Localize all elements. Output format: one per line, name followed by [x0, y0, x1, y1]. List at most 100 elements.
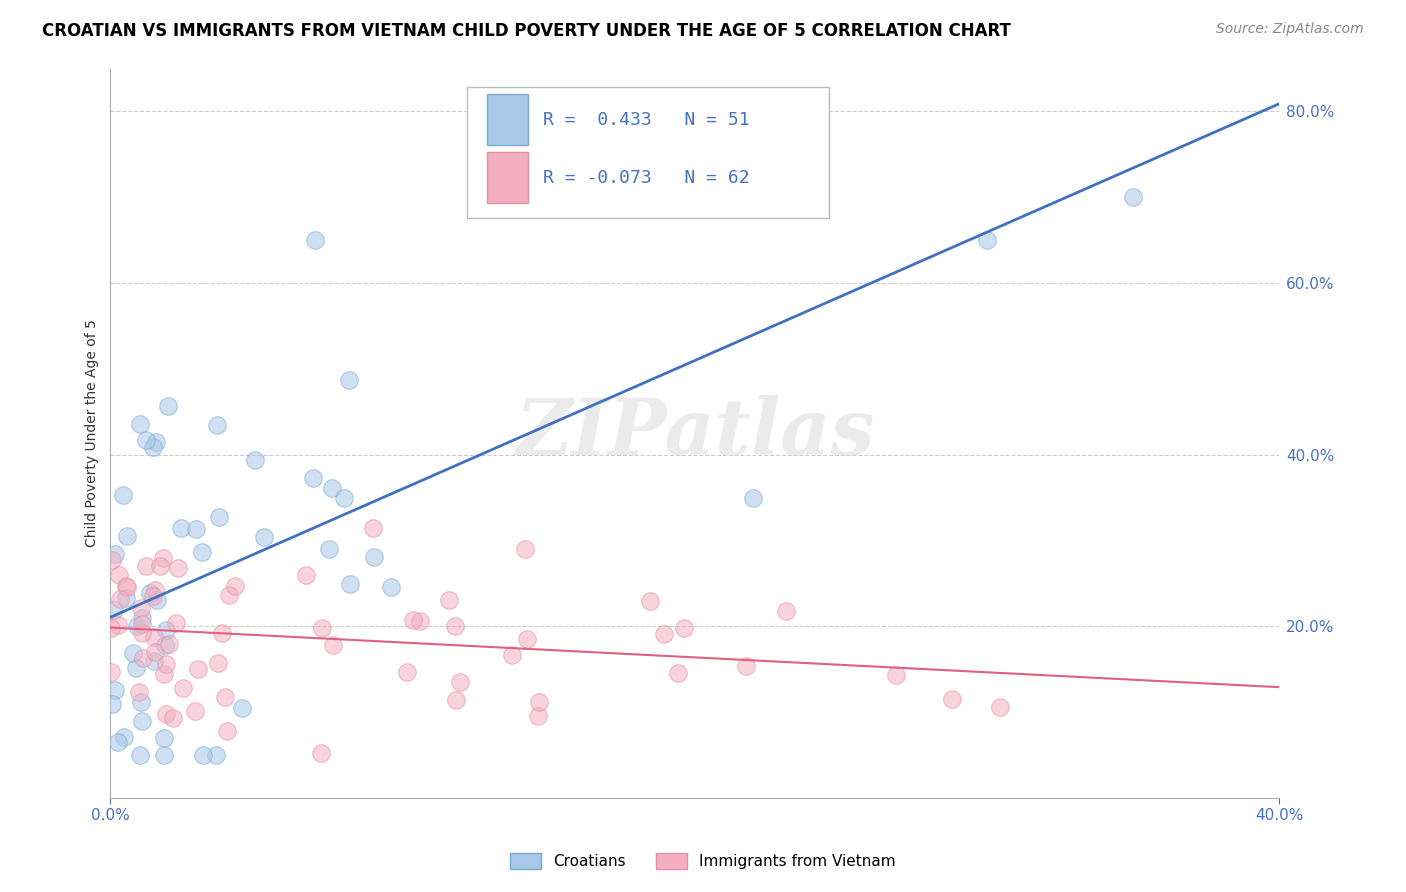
- Point: [231, 701, 253, 715]
- Point: [183, 704, 205, 718]
- Point: [218, 588, 240, 602]
- Point: [735, 659, 758, 673]
- Point: [402, 613, 425, 627]
- Point: [142, 440, 165, 454]
- Point: [131, 651, 153, 665]
- Point: [128, 417, 150, 432]
- Point: [527, 709, 550, 723]
- Point: [129, 695, 152, 709]
- Point: [152, 550, 174, 565]
- Point: [128, 684, 150, 698]
- Point: [157, 637, 180, 651]
- Point: [339, 577, 361, 591]
- Point: [640, 593, 662, 607]
- Point: [155, 623, 177, 637]
- Point: [100, 620, 122, 634]
- Point: [395, 665, 418, 679]
- Point: [153, 638, 176, 652]
- Point: [976, 233, 998, 247]
- Point: [304, 233, 326, 247]
- Point: [172, 681, 194, 696]
- Point: [333, 491, 356, 505]
- Point: [101, 553, 124, 567]
- Point: [775, 604, 797, 618]
- Point: [104, 683, 127, 698]
- Point: [155, 657, 177, 672]
- Point: [114, 579, 136, 593]
- Point: [309, 746, 332, 760]
- Text: Source: ZipAtlas.com: Source: ZipAtlas.com: [1216, 22, 1364, 37]
- Point: [302, 471, 325, 485]
- Point: [501, 648, 523, 662]
- Point: [652, 627, 675, 641]
- Point: [125, 661, 148, 675]
- Point: [165, 615, 187, 630]
- FancyBboxPatch shape: [486, 94, 527, 145]
- Legend: Croatians, Immigrants from Vietnam: Croatians, Immigrants from Vietnam: [505, 847, 901, 875]
- Point: [135, 559, 157, 574]
- Y-axis label: Child Poverty Under the Age of 5: Child Poverty Under the Age of 5: [86, 319, 100, 547]
- Point: [145, 434, 167, 449]
- Point: [311, 621, 333, 635]
- Point: [111, 488, 134, 502]
- Point: [318, 541, 340, 556]
- Point: [988, 699, 1011, 714]
- Point: [742, 491, 765, 505]
- Point: [156, 400, 179, 414]
- Point: [886, 668, 908, 682]
- Point: [444, 693, 467, 707]
- Point: [217, 723, 239, 738]
- Point: [1122, 190, 1144, 204]
- Text: R = -0.073   N = 62: R = -0.073 N = 62: [543, 169, 749, 187]
- Point: [527, 695, 550, 709]
- Point: [107, 618, 129, 632]
- Point: [187, 662, 209, 676]
- Point: [108, 591, 131, 606]
- Point: [103, 603, 125, 617]
- Point: [152, 748, 174, 763]
- Point: [204, 748, 226, 763]
- Point: [108, 568, 131, 582]
- Point: [321, 481, 343, 495]
- Point: [253, 530, 276, 544]
- Point: [134, 433, 156, 447]
- Text: CROATIAN VS IMMIGRANTS FROM VIETNAM CHILD POVERTY UNDER THE AGE OF 5 CORRELATION: CROATIAN VS IMMIGRANTS FROM VIETNAM CHIL…: [42, 22, 1011, 40]
- FancyBboxPatch shape: [467, 87, 830, 218]
- Point: [208, 510, 231, 524]
- Point: [115, 580, 138, 594]
- Point: [184, 522, 207, 536]
- Point: [142, 589, 165, 603]
- Point: [107, 735, 129, 749]
- Point: [146, 592, 169, 607]
- Point: [162, 710, 184, 724]
- Point: [191, 545, 214, 559]
- Point: [666, 665, 689, 680]
- Point: [167, 561, 190, 575]
- Point: [439, 592, 461, 607]
- Point: [516, 632, 538, 647]
- Point: [142, 631, 165, 645]
- Point: [449, 675, 471, 690]
- Point: [380, 580, 402, 594]
- Point: [139, 586, 162, 600]
- Point: [193, 748, 215, 763]
- Point: [125, 619, 148, 633]
- Point: [143, 654, 166, 668]
- Text: ZIPatlas: ZIPatlas: [515, 395, 875, 472]
- Point: [149, 559, 172, 574]
- Point: [100, 665, 122, 680]
- Point: [337, 373, 360, 387]
- Point: [121, 646, 143, 660]
- Point: [112, 730, 135, 744]
- Point: [152, 731, 174, 745]
- Point: [145, 645, 167, 659]
- Text: R =  0.433   N = 51: R = 0.433 N = 51: [543, 111, 749, 128]
- Point: [207, 656, 229, 670]
- Point: [245, 452, 267, 467]
- Point: [443, 619, 465, 633]
- Point: [128, 748, 150, 763]
- Point: [409, 615, 432, 629]
- Point: [153, 667, 176, 681]
- Point: [363, 521, 385, 535]
- Point: [131, 714, 153, 728]
